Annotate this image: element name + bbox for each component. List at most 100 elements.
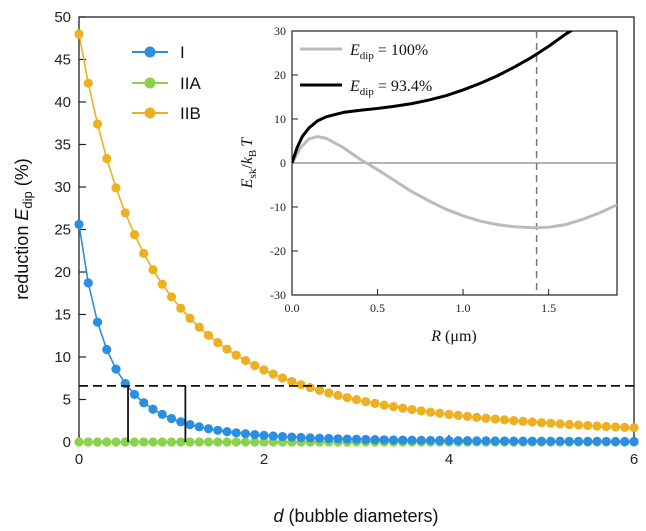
inset-y-tick-label: -30 <box>270 288 286 302</box>
legend-entry-iib: IIB <box>132 104 201 123</box>
data-point-iib <box>573 420 584 430</box>
svg-text:I: I <box>180 43 185 62</box>
data-point-i <box>546 436 556 446</box>
data-point-iib <box>83 78 93 88</box>
inset-legend: Edip = 100% Edip = 93.4% <box>300 42 432 98</box>
data-point-i <box>351 434 362 444</box>
data-point-i <box>490 436 500 446</box>
data-point-i <box>222 427 232 437</box>
series-i <box>74 219 639 447</box>
data-point-i <box>296 432 306 443</box>
inset-y-tick-label: 30 <box>274 24 286 38</box>
main-y-axis-title: reduction Edip (%) <box>12 158 35 299</box>
data-point-i <box>139 398 149 408</box>
data-point-iib <box>268 369 278 379</box>
data-point-iib <box>462 411 473 421</box>
data-point-iia <box>102 437 112 447</box>
data-point-iib <box>499 415 510 425</box>
data-point-iib <box>342 392 352 403</box>
svg-text:IIB: IIB <box>180 104 201 123</box>
legend-entry-i: I <box>132 43 185 62</box>
data-point-iib <box>166 292 177 302</box>
y-tick-label: 50 <box>54 9 71 26</box>
data-point-iia <box>139 437 149 447</box>
data-point-iia <box>129 437 140 447</box>
data-point-i <box>444 436 454 446</box>
data-point-i <box>231 428 241 438</box>
y-tick-label: 40 <box>54 94 71 111</box>
data-point-i <box>573 436 584 446</box>
data-point-i <box>481 436 491 446</box>
data-point-iib <box>425 407 436 417</box>
inset-legend-entry-100: Edip = 100% <box>300 42 428 62</box>
data-point-i <box>398 435 408 445</box>
svg-text:Edip = 100%: Edip = 100% <box>349 42 428 62</box>
data-point-iia <box>250 437 260 447</box>
inset-x-tick-label: 0.5 <box>370 301 385 315</box>
inset-x-tick-label: 1.0 <box>456 301 471 315</box>
data-point-i <box>203 424 214 434</box>
data-point-iia <box>259 437 269 447</box>
data-point-i <box>472 436 482 446</box>
data-point-i <box>425 435 436 446</box>
data-point-iib <box>583 420 593 431</box>
inset-y-tick-label: 20 <box>274 68 286 82</box>
inset-series-layer <box>292 31 617 295</box>
data-point-i <box>527 436 537 446</box>
inset-series-100 <box>292 135 617 230</box>
data-point-iib <box>259 365 269 375</box>
data-point-i <box>83 278 93 288</box>
data-point-iib <box>222 344 232 354</box>
main-series-layer <box>74 29 639 447</box>
y-tick-label: 25 <box>54 222 71 239</box>
data-point-iib <box>472 412 482 422</box>
series-iib <box>74 29 639 433</box>
inset-axis-ticks: 0.0 0.5 1.0 1.5 -30 -20 -10 0 10 20 30 <box>270 24 556 315</box>
y-tick-label: 10 <box>54 349 71 366</box>
data-point-i <box>407 435 417 445</box>
data-point-i <box>453 436 463 446</box>
data-point-i <box>509 436 519 446</box>
data-point-i <box>324 433 334 444</box>
data-point-iia <box>213 437 223 447</box>
data-point-iib <box>527 417 537 427</box>
data-point-iia <box>92 437 103 447</box>
data-point-iib <box>509 416 519 426</box>
inset-y-tick-label: -20 <box>270 244 286 258</box>
data-point-iib <box>139 248 149 258</box>
data-point-i <box>259 430 269 440</box>
data-point-iib <box>185 313 195 323</box>
data-point-i <box>370 435 380 445</box>
y-tick-label: 30 <box>54 179 71 196</box>
data-point-i <box>342 434 352 444</box>
data-point-i <box>74 219 84 229</box>
main-axis-ticks: 0 2 4 6 0 5 10 15 20 25 30 35 40 45 50 <box>54 9 638 468</box>
y-tick-label: 5 <box>63 392 71 409</box>
data-point-i <box>129 389 140 400</box>
inset-x-tick-label: 0.0 <box>285 301 300 315</box>
data-point-iib <box>102 153 112 164</box>
svg-text:Edip = 93.4%: Edip = 93.4% <box>349 78 432 98</box>
data-point-iib <box>435 408 445 418</box>
data-point-iib <box>111 183 121 193</box>
data-point-i <box>462 436 473 446</box>
data-point-i <box>629 436 639 447</box>
data-point-iia <box>111 437 121 447</box>
data-point-iia <box>176 437 186 447</box>
x-tick-label: 0 <box>75 451 83 468</box>
data-point-iib <box>240 355 251 366</box>
data-point-i <box>379 435 389 445</box>
data-point-i <box>148 404 158 414</box>
data-point-iib <box>592 421 602 431</box>
data-point-iib <box>518 416 528 426</box>
inset-y-tick-label: -10 <box>270 200 286 214</box>
data-point-iib <box>213 337 223 348</box>
data-point-iib <box>379 400 389 410</box>
data-point-i <box>583 436 593 446</box>
x-tick-label: 4 <box>445 451 453 468</box>
data-point-iia <box>157 437 167 447</box>
data-point-iib <box>351 395 362 405</box>
data-point-iib <box>407 404 417 415</box>
data-point-iia <box>231 437 241 447</box>
